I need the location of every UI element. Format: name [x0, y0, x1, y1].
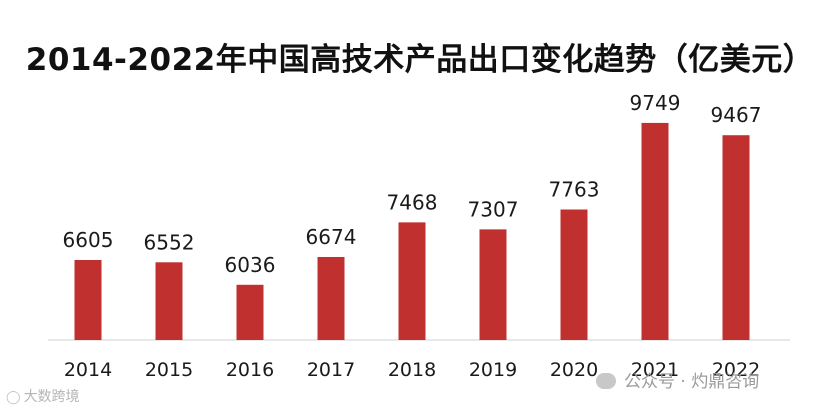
- watermark-right: 公众号 · 灼鼎咨询: [596, 367, 759, 392]
- data-label-2020: 7763: [549, 178, 600, 202]
- x-tick-label-2021: 2021: [631, 359, 679, 381]
- x-tick-label-2022: 2022: [712, 359, 760, 381]
- data-label-2016: 6036: [225, 253, 276, 277]
- data-label-2022: 9467: [711, 103, 762, 127]
- data-label-2015: 6552: [144, 230, 195, 254]
- bar-2022: [722, 135, 750, 340]
- data-label-2014: 6605: [63, 228, 114, 252]
- bar-2017: [317, 256, 345, 340]
- bar-2020: [560, 209, 588, 340]
- data-label-2018: 7468: [387, 190, 438, 214]
- x-tick-label-2017: 2017: [307, 359, 355, 381]
- wechat-icon: [596, 373, 616, 389]
- bar-2015: [155, 262, 183, 340]
- bar-2019: [479, 229, 507, 340]
- data-label-2021: 9749: [630, 91, 681, 115]
- x-tick-label-2019: 2019: [469, 359, 517, 381]
- data-label-2017: 6674: [306, 225, 357, 249]
- bar-2016: [236, 284, 264, 340]
- bar-2021: [641, 122, 669, 340]
- chart-title: 2014-2022年中国高技术产品出口变化趋势（亿美元）: [25, 42, 815, 78]
- brand-logo-icon: ◯: [6, 390, 21, 405]
- watermark-left-text: 大数跨境: [23, 389, 80, 405]
- x-tick-label-2014: 2014: [64, 359, 112, 381]
- watermark-right-text: 公众号 · 灼鼎咨询: [624, 372, 760, 392]
- data-label-2019: 7307: [468, 197, 519, 221]
- x-tick-label-2020: 2020: [550, 359, 598, 381]
- bar-2018: [398, 222, 426, 340]
- watermark-left: ◯ 大数跨境: [6, 386, 80, 406]
- bar-2014: [74, 259, 102, 340]
- x-tick-label-2018: 2018: [388, 359, 436, 381]
- x-tick-label-2016: 2016: [226, 359, 274, 381]
- x-tick-label-2015: 2015: [145, 359, 193, 381]
